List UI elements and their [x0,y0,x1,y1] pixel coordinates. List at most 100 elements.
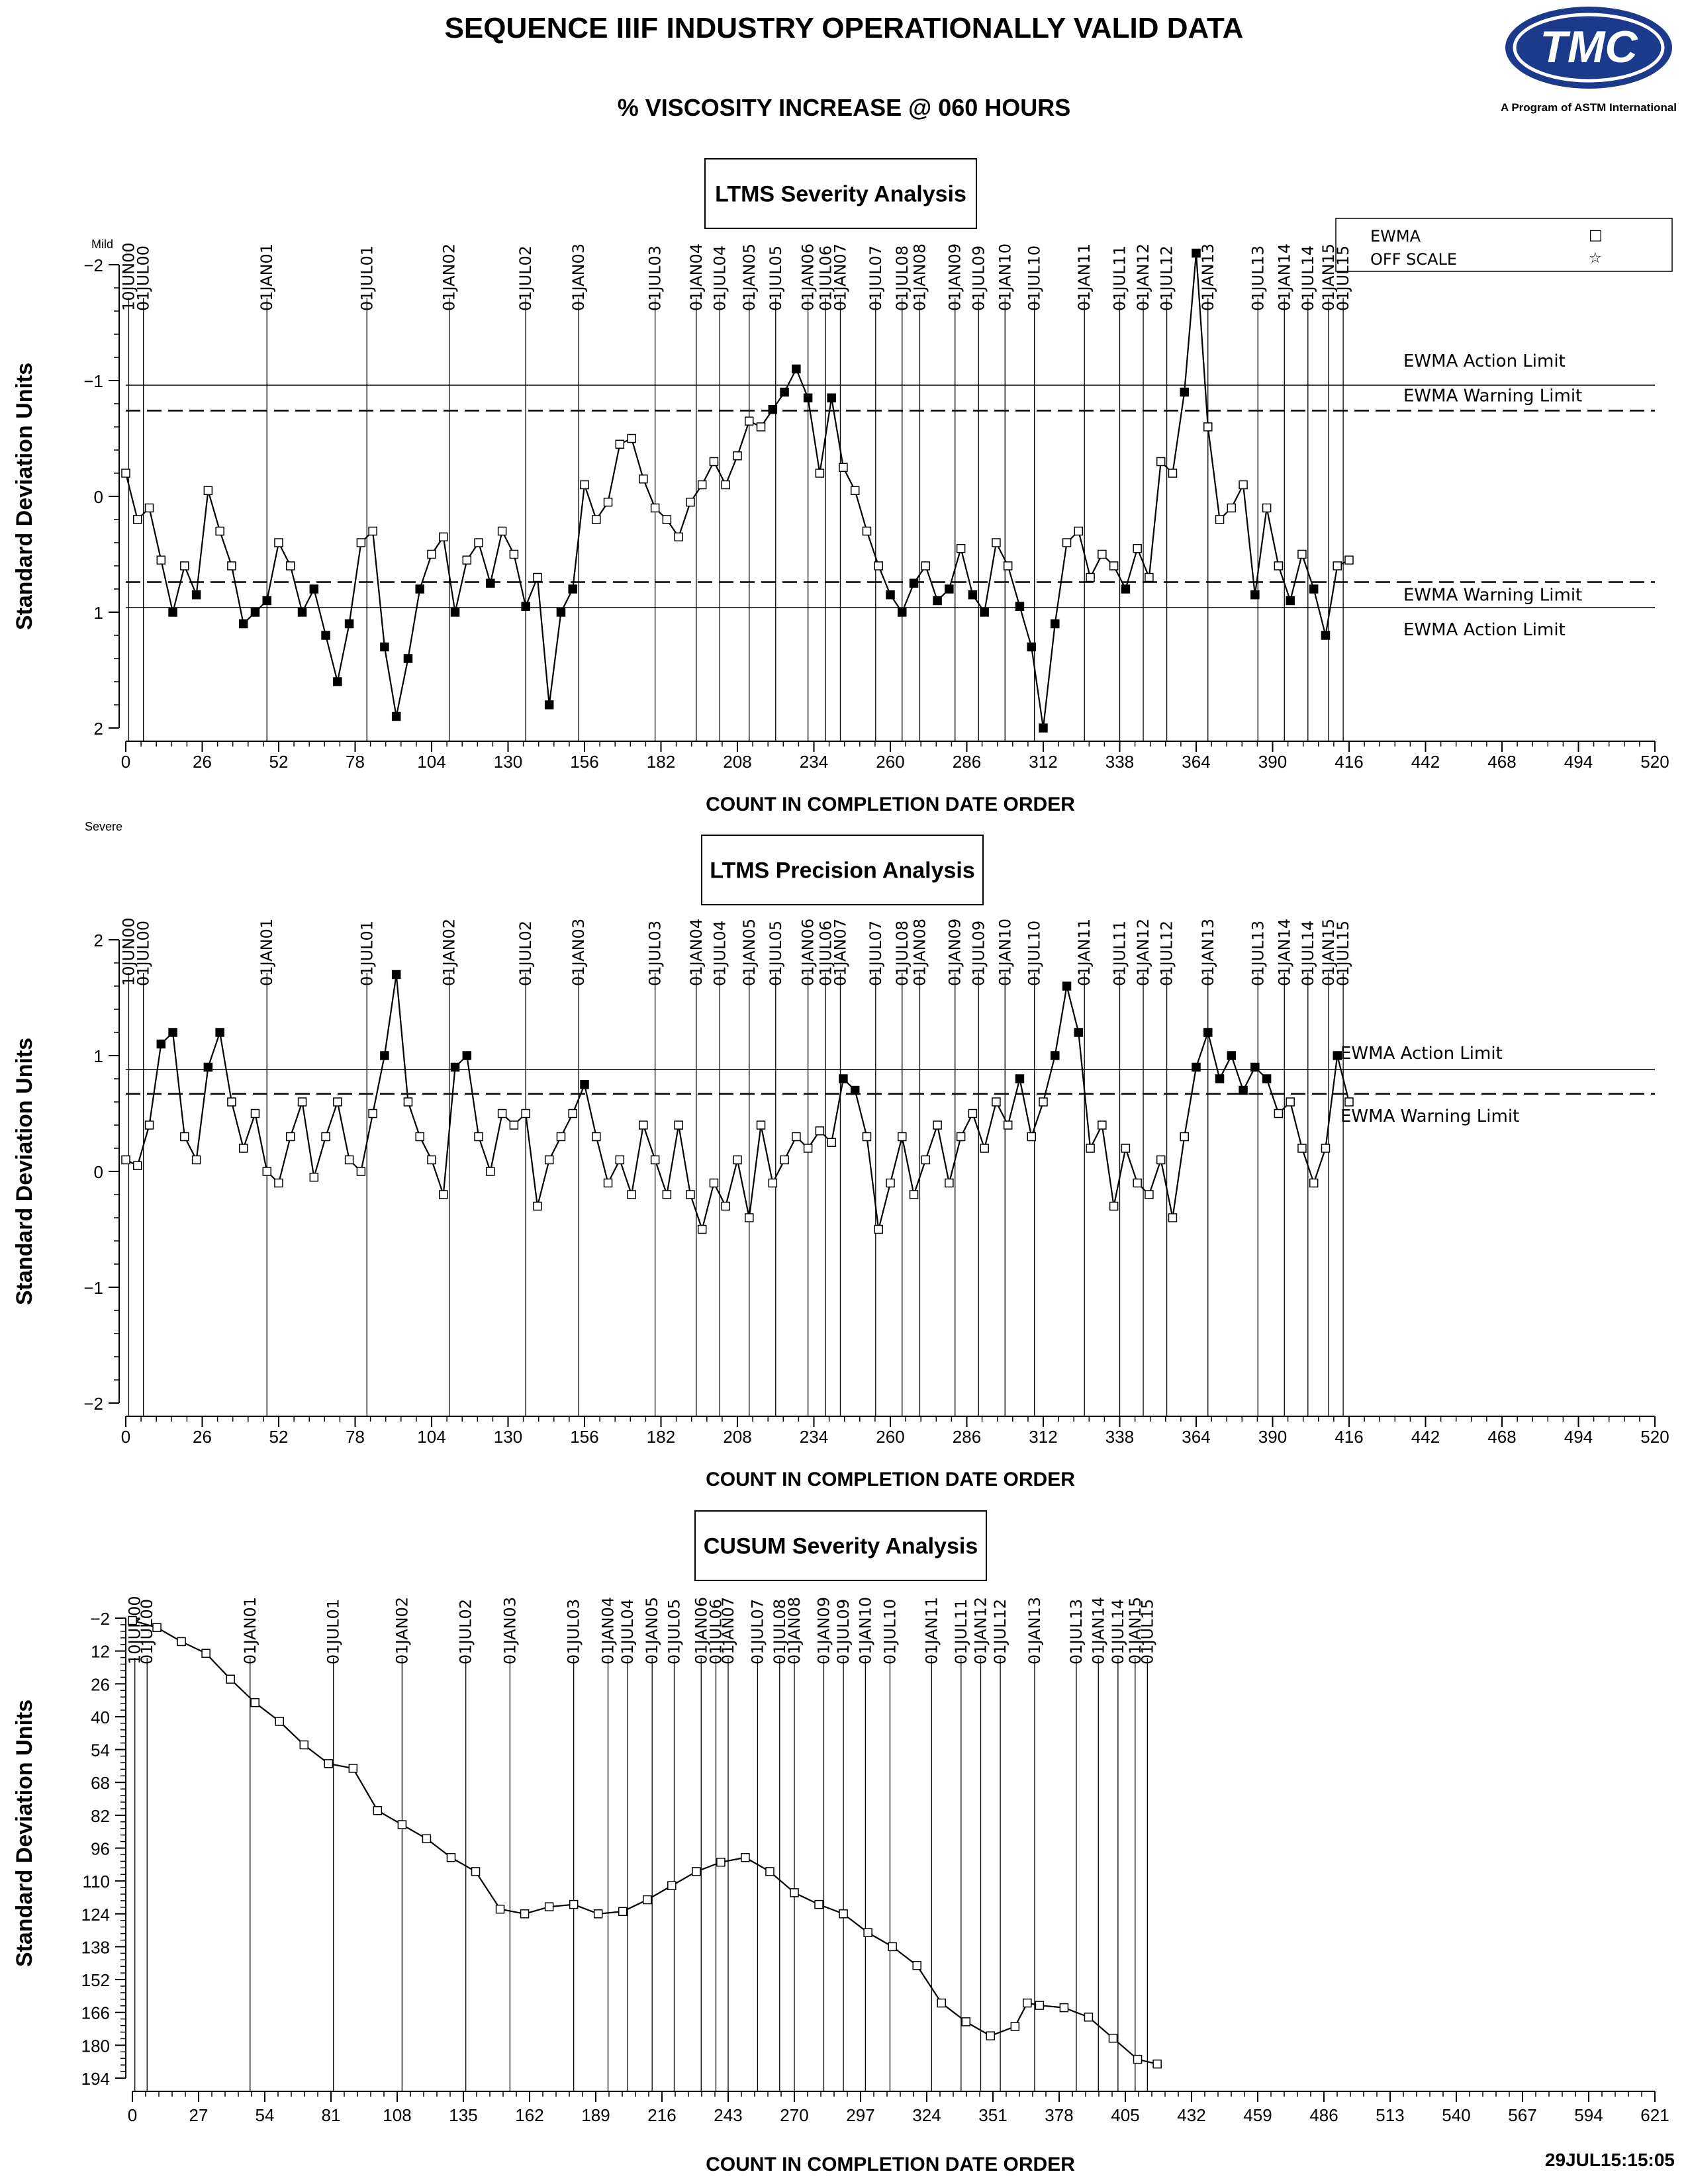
data-point [912,1961,921,1970]
data-point [391,970,401,979]
date-marker-label: 01JUL10 [880,1599,899,1664]
data-point [863,1928,872,1937]
data-point [592,515,601,524]
legend-symbol: □ [1589,227,1603,244]
data-point [474,538,483,547]
data-point [568,1109,577,1118]
data-point [956,1132,966,1142]
y-tick-label: −2 [83,255,103,275]
data-point [286,1132,295,1142]
date-marker-label: 01JAN08 [785,1597,804,1664]
data-point [593,1909,603,1919]
data-point [1051,619,1060,629]
x-tick-label: 520 [1640,1427,1669,1447]
data-point [297,608,307,617]
data-point [580,1080,589,1089]
data-point [1003,561,1013,570]
date-marker-label: 01JUL08 [893,246,912,311]
chart-title: CUSUM Severity Analysis [704,1534,978,1559]
data-point [497,1109,507,1118]
date-marker-label: 01JAN13 [1199,919,1217,986]
legend-symbol: ☆ [1589,250,1602,267]
date-marker-label: 01JAN04 [687,919,706,986]
data-point [716,1858,726,1867]
date-marker-label: 01JAN14 [1275,919,1293,986]
data-point [1192,248,1201,258]
y-tick-label: 96 [91,1839,110,1859]
x-tick-label: 52 [269,752,289,772]
date-marker-label: 01JAN13 [1199,244,1217,311]
x-tick-label: 297 [846,2105,874,2125]
date-marker-label: 01JUL06 [706,1599,725,1664]
data-point [368,526,377,536]
data-point [721,480,730,490]
reference-line-label: EWMA Action Limit [1403,351,1566,371]
date-marker-label: 01JAN05 [643,1597,661,1664]
date-marker-label: 01JUL04 [710,246,729,311]
data-point [686,1190,695,1199]
x-tick-label: 621 [1640,2105,1669,2125]
data-point [1192,1062,1201,1072]
data-point [1027,642,1036,652]
data-point [309,1173,319,1182]
date-marker-label: 01JUL08 [771,1599,789,1664]
data-point [324,1759,334,1768]
data-point [262,596,271,606]
date-marker-label: 01JUL05 [767,246,785,311]
corner-label-severe: Severe [85,820,122,833]
data-point [380,1051,389,1060]
data-point [380,642,389,652]
data-point [1051,1051,1060,1060]
data-point [439,1190,448,1199]
x-tick-label: 513 [1376,2105,1404,2125]
data-point [827,393,836,402]
data-point [356,538,366,547]
data-point [227,561,236,570]
date-marker-label: 01JAN15 [1319,919,1338,986]
data-point [1297,549,1307,559]
data-point [961,2017,971,2026]
x-tick-label: 27 [189,2105,209,2125]
y-tick-label: 54 [91,1741,110,1760]
data-point [156,1039,166,1049]
data-point [1098,549,1107,559]
x-axis-label: COUNT IN COMPLETION DATE ORDER [706,2154,1075,2175]
x-tick-label: 208 [723,752,751,772]
data-point [168,608,177,617]
x-tick-label: 234 [800,752,828,772]
data-point [1086,1144,1095,1153]
x-tick-label: 208 [723,1427,751,1447]
data-point [839,1909,848,1919]
data-point [814,1899,823,1909]
x-tick-label: 442 [1411,1427,1440,1447]
data-point [344,1155,354,1165]
data-point [1203,1028,1213,1037]
x-tick-label: 468 [1487,752,1516,772]
data-point [909,578,919,588]
y-axis-label: Standard Deviation Units [12,1038,37,1305]
data-point [662,515,672,524]
y-tick-label: −1 [83,1278,103,1298]
data-point [850,486,860,495]
data-point [203,486,213,495]
chart-title: LTMS Severity Analysis [715,182,966,207]
data-point [1109,1201,1119,1211]
data-point [886,1178,895,1188]
x-tick-label: 162 [515,2105,543,2125]
date-marker-label: 01JUL03 [646,921,665,986]
y-tick-label: 26 [91,1674,110,1694]
data-point [1084,2013,1094,2022]
date-marker-label: 01JUL14 [1299,246,1317,311]
data-point [144,1120,154,1130]
data-point [509,549,519,559]
date-marker-label: 01JAN02 [393,1597,411,1664]
data-point [780,1155,789,1165]
x-tick-label: 364 [1182,752,1210,772]
data-point [156,555,166,565]
data-point [1027,1132,1036,1142]
date-marker-label: 01JAN06 [799,919,818,986]
data-point [1215,515,1225,524]
data-point [627,1190,636,1199]
date-marker-label: 01JUL00 [134,921,153,986]
data-point [627,433,636,443]
